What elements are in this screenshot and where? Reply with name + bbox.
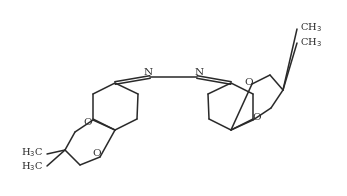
Text: O: O <box>253 113 261 122</box>
Text: H$_3$C: H$_3$C <box>21 161 43 173</box>
Text: CH$_3$: CH$_3$ <box>300 37 322 49</box>
Text: CH$_3$: CH$_3$ <box>300 22 322 34</box>
Text: O: O <box>93 150 101 159</box>
Text: O: O <box>84 117 92 126</box>
Text: H$_3$C: H$_3$C <box>21 147 43 159</box>
Text: O: O <box>245 77 253 86</box>
Text: N: N <box>143 67 153 76</box>
Text: N: N <box>194 67 204 76</box>
